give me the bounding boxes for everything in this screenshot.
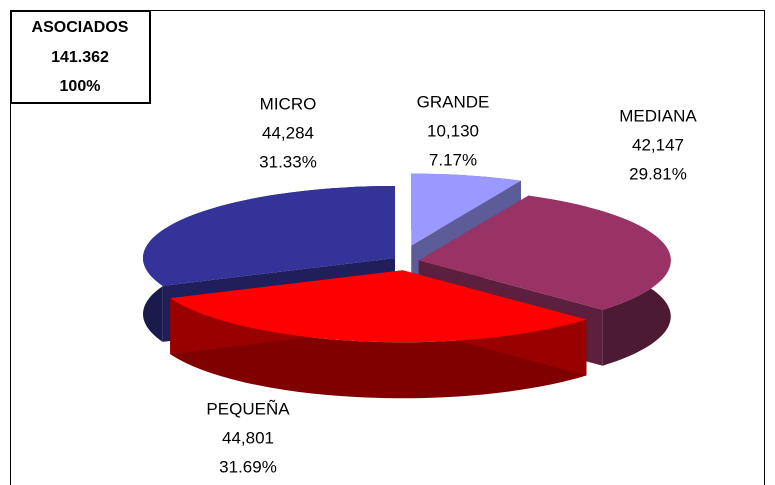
- slice-label: MICRO: [260, 94, 317, 113]
- labels: GRANDE 10,130 7.17% MEDIANA 42,147 29.81% PEQU…: [206, 92, 697, 476]
- slice-percent-label: 31.33%: [259, 152, 317, 171]
- total-title: ASOCIADOS: [32, 19, 129, 36]
- slice-percent-label: 31.69%: [219, 457, 277, 476]
- chart-frame: [10, 10, 765, 485]
- slice-top: [418, 195, 671, 310]
- slice: [170, 270, 587, 399]
- slice-percent-label: 7.17%: [429, 150, 477, 169]
- slice-label: GRANDE: [417, 92, 490, 111]
- total-box-frame: [10, 10, 151, 104]
- pie: [143, 173, 671, 399]
- slice-percent-label: 29.81%: [629, 164, 687, 183]
- slice-label: PEQUEÑA: [206, 399, 290, 418]
- slice-value-label: 44,284: [262, 123, 314, 142]
- total-percent: 100%: [60, 78, 101, 95]
- slice-top: [143, 186, 396, 286]
- slice-label: MEDIANA: [619, 106, 697, 125]
- slice-value-label: 10,130: [427, 121, 479, 140]
- total-value: 141.362: [51, 49, 109, 66]
- slice-side: [170, 298, 587, 399]
- total-box: ASOCIADOS 141.362 100%: [10, 10, 151, 104]
- slice-value-label: 44,801: [222, 428, 274, 447]
- slice-top: [170, 270, 587, 343]
- slice-value-label: 42,147: [632, 135, 684, 154]
- slice-top: [411, 173, 521, 246]
